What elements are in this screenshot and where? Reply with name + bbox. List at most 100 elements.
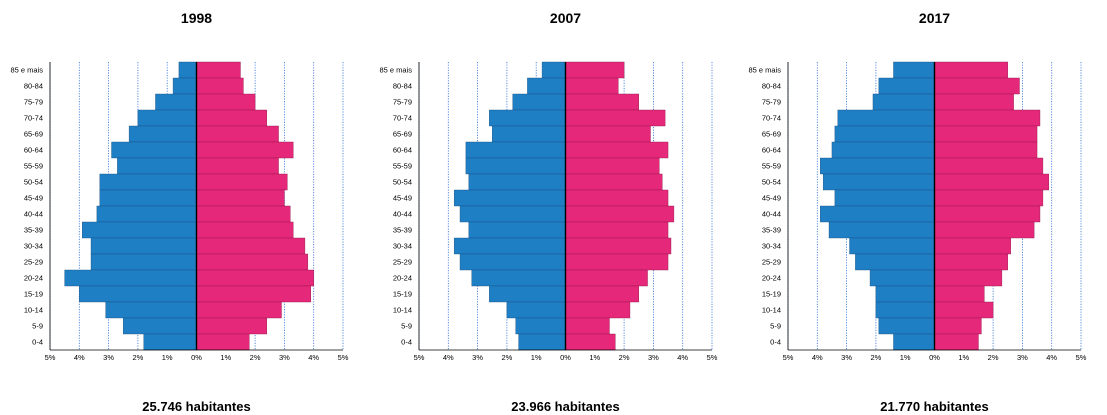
bar-left [878, 77, 935, 95]
bar-right [934, 221, 1035, 239]
x-tick-label: 0% [191, 353, 202, 362]
bar-right [934, 125, 1038, 143]
chart-title: 2017 [919, 10, 950, 26]
y-tick-label: 55-59 [24, 162, 43, 171]
y-tick-label: 30-34 [393, 242, 412, 251]
y-tick-label: 15-19 [24, 290, 43, 299]
bar-right [196, 141, 294, 159]
y-tick-label: 70-74 [24, 114, 43, 123]
bar-left [128, 125, 197, 143]
y-tick-label: 10-14 [762, 306, 781, 315]
x-tick-label: 5% [783, 353, 794, 362]
y-tick-label: 80-84 [24, 82, 43, 91]
bar-left [96, 205, 197, 223]
population-total: 25.746 habitantes [142, 399, 250, 414]
bar-right [196, 221, 294, 239]
bar-left [831, 141, 935, 159]
bar-left [875, 301, 935, 319]
bar-left [459, 253, 566, 271]
x-tick-label: 5% [1076, 353, 1087, 362]
bar-right [565, 253, 669, 271]
y-tick-label: 75-79 [762, 98, 781, 107]
bar-left [515, 317, 566, 335]
bar-left [459, 205, 566, 223]
bar-right [196, 61, 241, 79]
y-tick-label: 85 e mais [10, 66, 43, 75]
bar-left [64, 269, 197, 287]
bar-left [99, 173, 197, 191]
bar-right [934, 253, 1008, 271]
x-tick-label: 0% [929, 353, 940, 362]
bar-right [565, 301, 631, 319]
bar-left [492, 125, 566, 143]
y-tick-label: 10-14 [393, 306, 412, 315]
y-tick-label: 10-14 [24, 306, 43, 315]
bar-left [465, 141, 566, 159]
y-tick-label: 65-69 [393, 130, 412, 139]
bar-right [934, 333, 979, 351]
x-tick-label: 3% [279, 353, 290, 362]
y-tick-label: 70-74 [762, 114, 781, 123]
x-tick-label: 2% [870, 353, 881, 362]
bar-right [196, 301, 282, 319]
y-tick-label: 20-24 [762, 274, 781, 283]
bar-left [489, 285, 566, 303]
bar-left [111, 141, 197, 159]
bar-right [196, 205, 291, 223]
y-tick-label: 80-84 [393, 82, 412, 91]
bar-right [565, 109, 666, 127]
bar-right [196, 269, 314, 287]
bar-left [820, 205, 935, 223]
y-tick-label: 5-9 [32, 322, 43, 331]
chart-title: 2007 [550, 10, 581, 26]
x-tick-label: 3% [841, 353, 852, 362]
x-tick-label: 1% [958, 353, 969, 362]
bar-left [875, 285, 935, 303]
bar-right [196, 109, 268, 127]
x-tick-label: 5% [414, 353, 425, 362]
y-tick-label: 65-69 [24, 130, 43, 139]
bar-right [196, 253, 309, 271]
bar-left [518, 333, 566, 351]
x-tick-label: 4% [308, 353, 319, 362]
bar-left [849, 237, 935, 255]
x-tick-label: 3% [648, 353, 659, 362]
bar-left [834, 189, 935, 207]
bar-left [137, 109, 197, 127]
bar-left [468, 221, 566, 239]
y-tick-label: 0-4 [401, 338, 412, 347]
bar-left [468, 173, 566, 191]
y-tick-label: 85 e mais [379, 66, 412, 75]
bar-right [196, 189, 285, 207]
bar-right [934, 93, 1014, 111]
pyramid-2017: 2017 85 e mais 80-84 75-79 70-74 65-69 60-64 55… [748, 10, 1087, 414]
y-tick-label: 40-44 [24, 210, 43, 219]
y-tick-label: 45-49 [393, 194, 412, 203]
y-tick-label: 80-84 [762, 82, 781, 91]
bar-right [196, 237, 306, 255]
bar-right [196, 157, 279, 175]
x-tick-label: 4% [1046, 353, 1057, 362]
x-tick-label: 4% [812, 353, 823, 362]
bar-left [143, 333, 197, 351]
x-tick-label: 3% [1017, 353, 1028, 362]
bar-left [512, 93, 566, 111]
bar-left [872, 93, 935, 111]
bar-right [196, 333, 250, 351]
bar-right [196, 285, 311, 303]
bar-left [117, 157, 197, 175]
bar-left [869, 269, 935, 287]
bar-left [855, 253, 935, 271]
y-tick-label: 40-44 [762, 210, 781, 219]
bar-right [196, 93, 256, 111]
x-tick-label: 4% [74, 353, 85, 362]
y-tick-label: 35-39 [762, 226, 781, 235]
bar-right [565, 221, 669, 239]
bar-right [934, 205, 1041, 223]
bar-right [565, 285, 639, 303]
x-tick-label: 1% [162, 353, 173, 362]
bar-left [453, 237, 566, 255]
bar-right [565, 333, 616, 351]
bar-left [834, 125, 935, 143]
bar-right [934, 157, 1044, 175]
